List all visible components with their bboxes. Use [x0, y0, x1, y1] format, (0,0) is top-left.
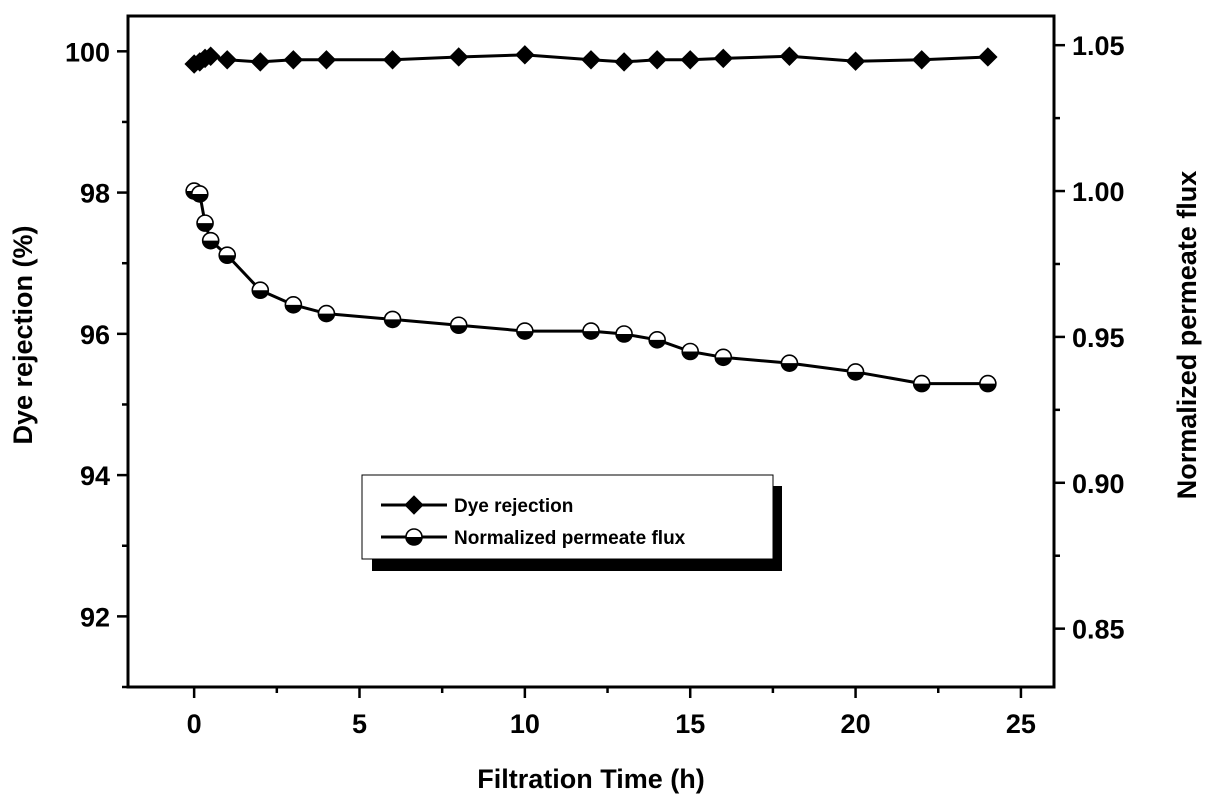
legend-marker [405, 528, 423, 546]
data-point [780, 354, 799, 372]
data-point [200, 46, 221, 66]
y-tick-label: 100 [65, 37, 110, 67]
data-point [615, 325, 633, 343]
data-point [317, 304, 336, 323]
data-point [582, 322, 600, 340]
data-point [196, 214, 214, 232]
data-point [190, 185, 209, 203]
legend-items: Dye rejection Normalized permeate flux [381, 495, 686, 549]
legend: Dye rejection Normalized permeate flux [361, 474, 782, 571]
y-tick-label: 98 [80, 179, 110, 209]
data-point [979, 374, 997, 393]
data-point [581, 50, 601, 70]
y2-tick-label: 0.90 [1072, 469, 1125, 499]
data-point [283, 50, 304, 70]
series-normalized-flux [185, 182, 997, 393]
data-point [516, 322, 534, 340]
x-axis-ticks: 0 5 10 15 20 25 [187, 687, 1036, 739]
series-line [193, 189, 988, 386]
data-point [449, 47, 469, 67]
x-tick-label: 10 [510, 709, 540, 739]
y2-axis-ticks: 0.85 0.90 0.95 1.00 1.05 [1054, 31, 1125, 645]
data-point [449, 316, 468, 335]
legend-label: Normalized permeate flux [454, 528, 686, 549]
data-point [251, 281, 270, 300]
data-point [250, 52, 270, 72]
data-point [978, 47, 998, 67]
data-point [779, 46, 800, 66]
y2-tick-label: 0.95 [1072, 323, 1125, 353]
y2-axis-title: Normalized permeate flux [1172, 171, 1202, 500]
x-tick-label: 5 [352, 709, 367, 739]
data-point [515, 45, 535, 65]
y-axis-ticks: 92 94 96 98 100 [65, 37, 128, 689]
data-point [647, 50, 667, 70]
x-axis-title: Filtration Time (h) [477, 764, 705, 794]
y2-tick-label: 1.05 [1072, 31, 1125, 61]
data-point [912, 374, 931, 393]
y-axis-title: Dye rejection (%) [8, 225, 38, 444]
y-tick-label: 92 [80, 602, 110, 632]
series-dye-rejection [184, 45, 998, 74]
legend-marker [404, 495, 424, 515]
data-point [713, 48, 733, 69]
legend-label: Dye rejection [454, 496, 573, 517]
x-tick-label: 0 [187, 709, 202, 739]
data-point [845, 51, 866, 71]
data-point [218, 246, 237, 265]
data-point [680, 50, 700, 70]
y-tick-label: 96 [80, 320, 110, 350]
data-point [614, 52, 634, 72]
data-point [912, 50, 932, 70]
data-point [382, 50, 403, 70]
data-point [284, 296, 303, 314]
x-tick-label: 20 [841, 709, 871, 739]
legend-box [361, 474, 774, 560]
data-point [681, 342, 700, 361]
x-tick-label: 25 [1006, 709, 1036, 739]
data-point [648, 331, 666, 349]
x-tick-label: 15 [675, 709, 705, 739]
data-point [846, 363, 865, 381]
y2-tick-label: 0.85 [1072, 615, 1125, 645]
y-tick-label: 94 [80, 461, 110, 491]
data-point [217, 50, 237, 70]
series-layer [184, 45, 998, 393]
plot-frame [126, 14, 1056, 689]
data-point [201, 231, 220, 250]
data-point [316, 50, 337, 70]
data-point [714, 348, 733, 367]
y2-tick-label: 1.00 [1072, 177, 1125, 207]
data-point [383, 310, 402, 329]
